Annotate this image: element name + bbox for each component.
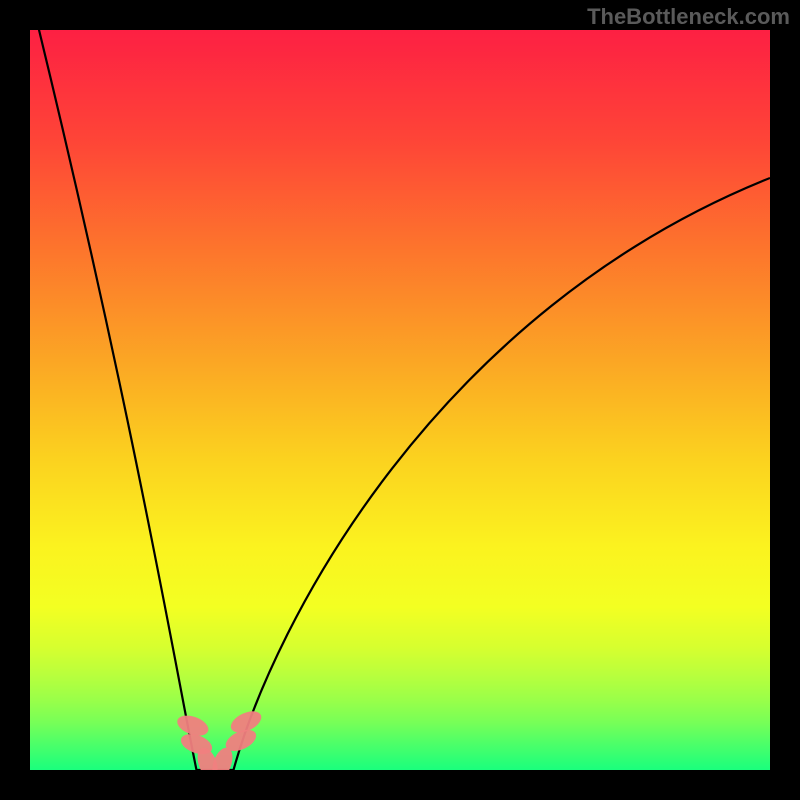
plot-svg: [30, 30, 770, 770]
gradient-background: [30, 30, 770, 770]
plot-area: [30, 30, 770, 770]
watermark-text: TheBottleneck.com: [587, 4, 790, 30]
chart-frame: TheBottleneck.com: [0, 0, 800, 800]
